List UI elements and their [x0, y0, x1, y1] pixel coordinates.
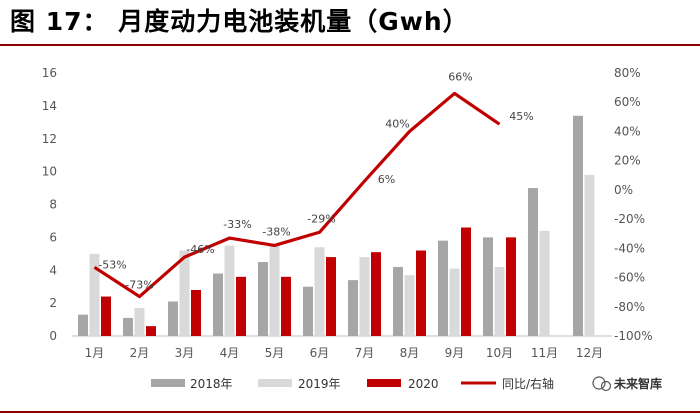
- bar: [258, 262, 268, 336]
- bar: [213, 273, 223, 336]
- y-right-tick-label: -60%: [614, 271, 645, 285]
- watermark: 未来智库: [592, 376, 662, 392]
- bar: [461, 227, 471, 336]
- yoy-line-path: [93, 91, 501, 299]
- x-tick-label: 6月: [310, 346, 330, 360]
- legend-label-2019: 2019年: [298, 377, 341, 391]
- legend-label-2020: 2020: [408, 377, 439, 391]
- x-tick-label: 10月: [486, 346, 513, 360]
- bar: [528, 188, 538, 336]
- y-left-tick-label: 10: [42, 165, 57, 179]
- bar: [134, 308, 145, 336]
- line-data-label: -73%: [125, 279, 153, 292]
- y-left-tick-label: 14: [42, 99, 57, 113]
- bar: [179, 250, 190, 336]
- line-data-label: -53%: [98, 258, 126, 271]
- x-tick-label: 4月: [220, 346, 240, 360]
- bar: [483, 237, 493, 336]
- y-left-tick-label: 6: [49, 230, 57, 244]
- y-right-tick-label: -80%: [614, 300, 645, 314]
- x-tick-label: 12月: [576, 346, 603, 360]
- y-right-tick-label: 80%: [614, 66, 641, 80]
- bar: [236, 276, 246, 336]
- legend-label-2018: 2018年: [190, 377, 233, 391]
- chart-title: 图 17： 月度动力电池装机量（Gwh）: [10, 7, 469, 36]
- bar: [348, 280, 358, 336]
- bar: [359, 257, 370, 336]
- data-labels: -53% -73% -46% -33% -38% -29% 6% 40% 66% 45%: [98, 70, 533, 291]
- line-data-label: 40%: [385, 117, 409, 130]
- x-tick-label: 3月: [175, 346, 195, 360]
- bar: [539, 230, 550, 336]
- x-tick-label: 8月: [400, 346, 420, 360]
- y-left-tick-label: 8: [49, 198, 57, 212]
- x-tick-label: 7月: [355, 346, 375, 360]
- line-data-label: -38%: [262, 225, 290, 238]
- x-tick-label: 11月: [531, 346, 558, 360]
- y-right-tick-label: 40%: [614, 124, 641, 138]
- y-left-tick-label: 16: [42, 66, 57, 80]
- x-tick-label: 2月: [130, 346, 150, 360]
- bar-marks: [78, 115, 595, 336]
- y-right-tick-label: 60%: [614, 95, 641, 109]
- y-left-tick-label: 4: [49, 263, 57, 277]
- bar: [123, 317, 133, 336]
- bar: [303, 286, 313, 336]
- line-data-label: -33%: [223, 218, 251, 231]
- line-data-label: 66%: [448, 70, 472, 83]
- bar: [168, 301, 178, 336]
- line-data-label: -46%: [186, 243, 214, 256]
- bar: [584, 174, 595, 336]
- bar: [224, 245, 235, 336]
- bar: [78, 314, 88, 336]
- legend-swatch-2018: [151, 379, 185, 387]
- y-right-tick-label: 20%: [614, 154, 641, 168]
- y-right-tick-label: -100%: [614, 329, 653, 343]
- legend-swatch-2020: [367, 379, 401, 387]
- legend: 2018年 2019年 2020 同比/右轴: [151, 376, 554, 391]
- line-data-label: 45%: [509, 110, 533, 123]
- y-right-tick-label: -20%: [614, 212, 645, 226]
- footer-rule: [0, 411, 700, 413]
- wechat-icon: [592, 376, 606, 390]
- y-right-tick-label: -40%: [614, 241, 645, 255]
- y-left-tick-label: 12: [42, 132, 57, 146]
- x-tick-label: 9月: [445, 346, 465, 360]
- bar: [573, 115, 583, 336]
- bar: [506, 237, 516, 336]
- bar: [146, 326, 156, 336]
- bar: [393, 266, 403, 336]
- bar: [314, 247, 325, 336]
- x-tick-label: 1月: [85, 346, 105, 360]
- bar: [404, 275, 415, 336]
- legend-swatch-2019: [258, 379, 292, 387]
- bar: [371, 252, 381, 336]
- bar: [438, 240, 448, 336]
- yoy-line: [93, 91, 501, 299]
- line-data-label: -29%: [307, 212, 335, 225]
- bar: [191, 289, 201, 336]
- bar: [449, 268, 460, 336]
- bar: [281, 276, 291, 336]
- bar: [494, 266, 505, 336]
- bar: [416, 250, 426, 336]
- watermark-text: 未来智库: [613, 376, 662, 391]
- x-tick-label: 5月: [265, 346, 285, 360]
- y-right-tick-label: 0%: [614, 183, 633, 197]
- bar: [269, 245, 280, 336]
- y-left-tick-label: 2: [49, 296, 57, 310]
- legend-label-yoy: 同比/右轴: [502, 376, 554, 391]
- bar: [326, 257, 336, 336]
- bar: [101, 296, 111, 336]
- tick-labels: 0 2 4 6 8 10 12 14 16 -100% -80% -60% -40% -20% 0% 20% 4…: [42, 66, 653, 360]
- title-rule: [0, 44, 700, 46]
- line-data-label: 6%: [378, 173, 395, 186]
- bar: [89, 253, 100, 336]
- y-left-tick-label: 0: [49, 329, 57, 343]
